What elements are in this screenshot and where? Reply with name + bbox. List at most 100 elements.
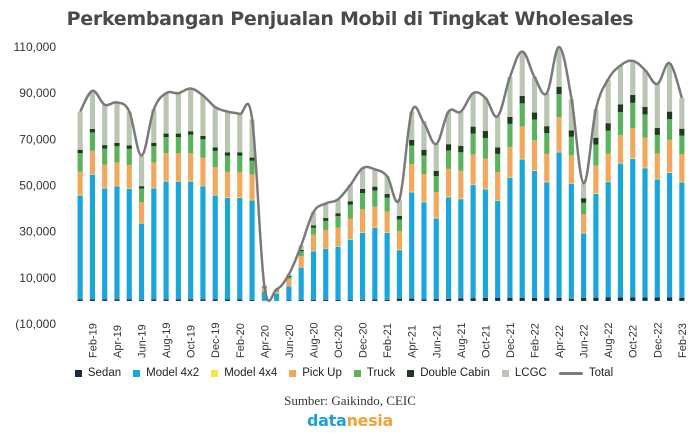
bar-segment-truck xyxy=(617,112,624,136)
bar-segment-double-cabin xyxy=(396,215,402,220)
bar-segment-lcgc xyxy=(667,63,673,112)
bar-segment-double-cabin xyxy=(495,147,501,154)
bar-segment-model-4x4 xyxy=(163,180,169,182)
bar-segment-sedan xyxy=(360,299,366,301)
bar-segment-lcgc xyxy=(409,111,415,140)
bar-segment-truck xyxy=(568,136,574,156)
bar-segment-double-cabin xyxy=(151,142,157,147)
bar-segment-sedan xyxy=(286,300,292,301)
bar-segment-sedan xyxy=(249,299,255,301)
bar-segment-double-cabin xyxy=(89,128,95,133)
bar-segment-lcgc xyxy=(335,199,341,214)
bar-segment-pick-up xyxy=(188,153,194,181)
bar-segment-model-4x2 xyxy=(163,181,169,300)
bar-segment-model-4x2 xyxy=(482,189,488,298)
bar-segment-double-cabin xyxy=(654,128,660,135)
bar-segment-double-cabin xyxy=(237,152,243,156)
source-note: Sumber: Gaikindo, CEIC xyxy=(284,393,416,408)
legend-swatch-truck xyxy=(353,369,361,377)
bar-segment-sedan xyxy=(310,299,317,301)
bar-segment-sedan xyxy=(175,299,181,301)
bar-segment-sedan xyxy=(114,299,120,301)
bar-segment-pick-up xyxy=(138,202,145,224)
bar-segment-model-4x2 xyxy=(568,183,574,300)
bar-segment-lcgc xyxy=(347,185,353,202)
bar-segment-sedan xyxy=(642,297,648,301)
bar-segment-model-4x4 xyxy=(507,176,513,178)
bar-segment-pick-up xyxy=(605,153,611,182)
x-tick-label: Jun-19 xyxy=(137,324,149,358)
bar-segment-sedan xyxy=(138,299,145,301)
bar-segment-double-cabin xyxy=(519,95,525,104)
bar-segment-double-cabin xyxy=(445,144,452,151)
bar-segment-lcgc xyxy=(458,111,464,146)
x-tick-label: Apr-21 xyxy=(407,325,419,358)
bar-segment-model-4x2 xyxy=(261,291,267,301)
bar-segment-double-cabin xyxy=(175,133,181,138)
bar-segment-sedan xyxy=(102,299,108,301)
bar-segment-double-cabin xyxy=(384,194,390,198)
bar-segment-double-cabin xyxy=(470,126,476,134)
bar-segment-double-cabin xyxy=(605,123,611,131)
x-tick-label: Feb-19 xyxy=(87,323,99,358)
bar-segment-model-4x4 xyxy=(433,217,439,219)
bar-segment-lcgc xyxy=(384,176,390,195)
bar-segment-truck xyxy=(654,134,660,154)
bar-segment-model-4x2 xyxy=(274,293,280,301)
bar-segment-pick-up xyxy=(237,171,243,198)
bar-segment-pick-up xyxy=(335,227,341,247)
legend-item-sedan: Sedan xyxy=(74,367,121,379)
bar-segment-double-cabin xyxy=(347,201,353,205)
bar-segment-pick-up xyxy=(384,211,390,233)
bar-segment-sedan xyxy=(224,299,231,301)
bar-segment-double-cabin xyxy=(581,198,587,203)
bar-segment-model-4x4 xyxy=(531,170,538,171)
bar-segment-pick-up xyxy=(298,255,304,268)
bar-segment-truck xyxy=(224,155,231,172)
bar-segment-truck xyxy=(163,137,169,154)
bar-segment-lcgc xyxy=(249,119,255,158)
bar-segment-pick-up xyxy=(249,174,255,200)
brand-part-nesia: nesia xyxy=(346,411,394,430)
bar-segment-model-4x2 xyxy=(298,267,304,300)
bar-segment-double-cabin xyxy=(409,139,415,146)
bar-segment-double-cabin xyxy=(224,152,231,156)
x-tick-label: Aug-21 xyxy=(456,323,468,358)
bar-segment-double-cabin xyxy=(310,225,317,228)
bar-segment-model-4x2 xyxy=(286,286,292,301)
chart-title: Perkembangan Penjualan Mobil di Tingkat … xyxy=(66,8,634,30)
bar-segment-sedan xyxy=(654,297,660,301)
legend-item-total: Total xyxy=(558,367,613,379)
bar-segment-sedan xyxy=(126,299,132,301)
bar-segment-model-4x4 xyxy=(630,158,636,159)
bar-segment-model-4x2 xyxy=(335,246,341,300)
bar-segment-model-4x4 xyxy=(114,185,120,187)
x-tick-label: Jun-20 xyxy=(284,324,296,358)
bar-segment-truck xyxy=(175,137,181,154)
legend-label-model-4x2: Model 4x2 xyxy=(146,367,200,379)
bar-segment-model-4x4 xyxy=(77,194,83,196)
x-tick-label: Apr-20 xyxy=(259,325,271,358)
bar-segment-model-4x4 xyxy=(519,158,525,160)
x-tick-label: Feb-20 xyxy=(235,323,247,358)
bar-segment-pick-up xyxy=(445,168,452,197)
bar-segment-pick-up xyxy=(531,140,538,171)
bar-segment-lcgc xyxy=(568,99,574,131)
legend-item-truck: Truck xyxy=(353,367,395,379)
bar-segment-model-4x4 xyxy=(102,187,108,189)
bar-segment-model-4x4 xyxy=(175,180,181,182)
bar-segment-lcgc xyxy=(114,102,120,143)
bar-segment-model-4x2 xyxy=(409,192,415,299)
bar-segment-pick-up xyxy=(212,167,218,195)
bar-segment-double-cabin xyxy=(102,145,108,149)
legend-swatch-model-4x4 xyxy=(211,369,219,377)
bar-segment-lcgc xyxy=(212,107,218,148)
bar-segment-lcgc xyxy=(581,183,587,199)
bar-segment-pick-up xyxy=(126,164,132,189)
bar-segment-model-4x2 xyxy=(617,163,624,298)
bar-segment-double-cabin xyxy=(335,213,341,217)
bar-segment-sedan xyxy=(347,299,353,301)
bar-segment-lcgc xyxy=(175,93,181,134)
bar-segment-truck xyxy=(249,160,255,175)
bar-segment-double-cabin xyxy=(642,106,648,115)
